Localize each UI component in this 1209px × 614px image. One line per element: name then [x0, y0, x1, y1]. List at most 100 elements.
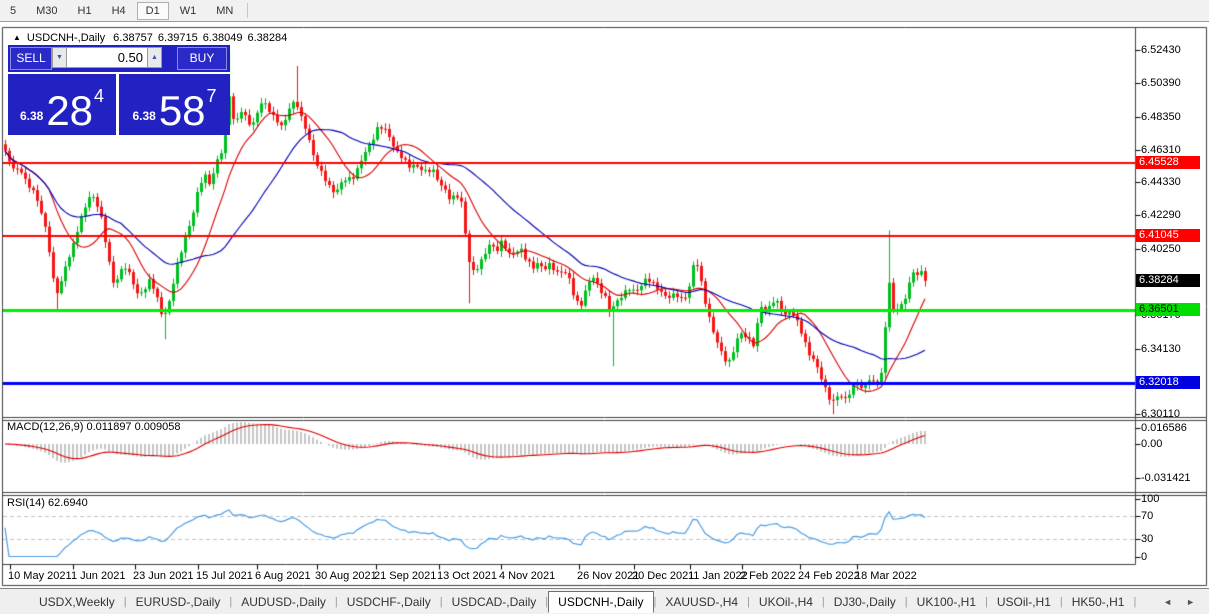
- price-axis-label: 6.52430: [1141, 44, 1181, 56]
- buy-price-sup: 7: [206, 86, 217, 106]
- price-axis-label: 6.34130: [1141, 342, 1181, 355]
- date-axis-label: 1 Jun 2021: [71, 570, 126, 582]
- sell-price-sup: 4: [94, 86, 105, 106]
- price-axis-label: 6.50390: [1141, 77, 1181, 90]
- date-axis-label: 20 Dec 2021: [632, 570, 695, 582]
- buy-price-display[interactable]: 6.38 58 7: [119, 74, 230, 135]
- price-axis-label: 6.48350: [1141, 110, 1181, 123]
- chart-tab-usdcad-daily[interactable]: USDCAD-,Daily: [451, 594, 537, 609]
- date-axis-label: 21 Sep 2021: [374, 570, 437, 582]
- ohlc-close: 6.38284: [247, 32, 288, 44]
- tab-separator: |: [229, 595, 233, 608]
- volume-input[interactable]: [67, 47, 147, 68]
- price-axis-label: 6.46310: [1141, 143, 1181, 156]
- buy-button[interactable]: BUY: [177, 47, 227, 70]
- date-axis-label: 2 Feb 2022: [740, 570, 796, 582]
- timeframe-button-m30[interactable]: M30: [36, 4, 58, 17]
- timeframe-button-h1[interactable]: H1: [77, 4, 92, 17]
- buy-price-big: 58: [158, 87, 206, 134]
- price-tag-638284: 6.38284: [1136, 273, 1200, 287]
- macd-value-2: 0.009058: [134, 421, 181, 433]
- chart-tab-usdcnh-daily[interactable]: USDCNH-,Daily: [548, 590, 654, 613]
- sell-price-display[interactable]: 6.38 28 4: [8, 74, 116, 135]
- buy-price-prefix: 6.38: [132, 109, 156, 123]
- rsi-axis-label: 0: [1141, 550, 1148, 563]
- tab-separator: |: [985, 595, 988, 608]
- chart-tab-usoil-h1[interactable]: USOil-,H1: [996, 594, 1051, 609]
- ohlc-high: 6.39715: [157, 32, 198, 44]
- volume-stepper: ▼ ▲: [52, 47, 164, 68]
- symbol-label: USDCNH-,Daily: [26, 32, 106, 44]
- tab-scroll-right-icon[interactable]: ►: [1186, 596, 1195, 607]
- volume-decrease-button[interactable]: ▼: [52, 47, 67, 68]
- chart-tab-usdx-weekly[interactable]: USDX,Weekly: [39, 594, 115, 609]
- timeframe-button-h4[interactable]: H4: [111, 4, 126, 17]
- sell-price-big: 28: [46, 87, 94, 134]
- date-axis-label: 30 Aug 2021: [315, 570, 377, 582]
- timeframe-button-mn[interactable]: MN: [216, 4, 234, 17]
- rsi-value: 62.6940: [47, 497, 88, 509]
- ohlc-open: 6.38757: [113, 32, 153, 44]
- ohlc-low: 6.38049: [202, 32, 243, 44]
- tab-scroll-left-icon[interactable]: ◄: [1163, 596, 1173, 607]
- chart-tab-hk50-h1[interactable]: HK50-,H1: [1071, 594, 1125, 609]
- date-axis-label: 6 Aug 2021: [255, 570, 311, 582]
- chart-title: ▲ USDCNH-,Daily 6.38757 6.39715 6.38049 6.382…: [13, 32, 292, 44]
- sell-button[interactable]: SELL: [10, 47, 52, 70]
- rsi-axis-label: 100: [1141, 493, 1160, 505]
- macd-axis-label: 0.00: [1141, 438, 1163, 450]
- volume-increase-button[interactable]: ▲: [147, 47, 162, 68]
- symbol-tabbar: USDX,Weekly | EURUSD-,Daily | AUDUSD-,Daily |…: [0, 588, 1209, 614]
- timeframe-button-5[interactable]: 5: [10, 4, 17, 17]
- tab-scroll-arrows: ◄ ►: [1163, 597, 1195, 607]
- sell-price-prefix: 6.38: [19, 109, 44, 123]
- date-axis-label: 26 Nov 2021: [577, 570, 640, 582]
- chart-tab-xauusd-h4[interactable]: XAUUSD-,H4: [665, 594, 739, 609]
- rsi-axis-label: 70: [1141, 510, 1154, 523]
- chart-tab-ukoil-h4[interactable]: UKOil-,H4: [758, 594, 813, 609]
- macd-label: MACD(12,26,9) 0.011897 0.009058: [7, 421, 181, 433]
- tab-separator: |: [653, 595, 657, 608]
- date-axis-label: 18 Mar 2022: [855, 570, 917, 582]
- price-tag-636501: 6.36501: [1136, 302, 1200, 316]
- tab-separator: |: [821, 595, 825, 608]
- date-axis-label: 13 Oct 2021: [437, 570, 497, 582]
- price-axis-label: 6.30110: [1141, 408, 1180, 421]
- timeframe-toolbar: 5 M30 H1 H4 D1 W1 MN: [0, 0, 1209, 22]
- tab-separator: |: [904, 595, 908, 608]
- chart-tab-eurusd-daily[interactable]: EURUSD-,Daily: [135, 594, 221, 609]
- tab-separator: |: [1059, 595, 1063, 608]
- date-axis-label: 15 Jul 2021: [196, 570, 253, 582]
- date-axis-label: 23 Jun 2021: [133, 570, 194, 582]
- tab-separator: |: [439, 595, 443, 608]
- panel-collapse-icon[interactable]: ▲: [13, 33, 21, 42]
- date-axis-label: 4 Nov 2021: [499, 570, 556, 582]
- tab-separator: |: [334, 595, 338, 608]
- tab-separator: |: [1133, 595, 1137, 608]
- panel-divider: [116, 74, 119, 135]
- date-axis-label: 24 Feb 2022: [798, 570, 860, 582]
- timeframe-button-w1[interactable]: W1: [179, 4, 197, 17]
- chart-tab-dj30-daily[interactable]: DJ30-,Daily: [833, 594, 896, 609]
- toolbar-separator: [247, 3, 249, 18]
- rsi-label: RSI(14) 62.6940: [7, 497, 88, 509]
- macd-axis-label: 0.016586: [1141, 422, 1187, 434]
- timeframe-button-d1[interactable]: D1: [136, 1, 169, 20]
- chart-tab-uk100-h1[interactable]: UK100-,H1: [916, 594, 977, 609]
- price-tag-645528: 6.45528: [1136, 155, 1200, 169]
- date-axis-label: 11 Jan 2022: [688, 570, 748, 582]
- chart-tab-audusd-daily[interactable]: AUDUSD-,Daily: [241, 594, 326, 609]
- macd-value-1: 0.011897: [86, 421, 132, 433]
- price-tag-641045: 6.41045: [1136, 228, 1200, 242]
- tab-separator: |: [747, 595, 750, 608]
- chart-tab-usdchf-daily[interactable]: USDCHF-,Daily: [346, 594, 431, 609]
- price-axis-label: 6.42290: [1141, 209, 1181, 222]
- price-tag-632018: 6.32018: [1136, 375, 1200, 389]
- date-axis-label: 10 May 2021: [8, 570, 72, 582]
- panel-divider: [8, 72, 230, 74]
- tab-separator: |: [545, 595, 549, 608]
- tab-separator: |: [123, 595, 127, 608]
- price-axis-label: 6.44330: [1141, 176, 1181, 189]
